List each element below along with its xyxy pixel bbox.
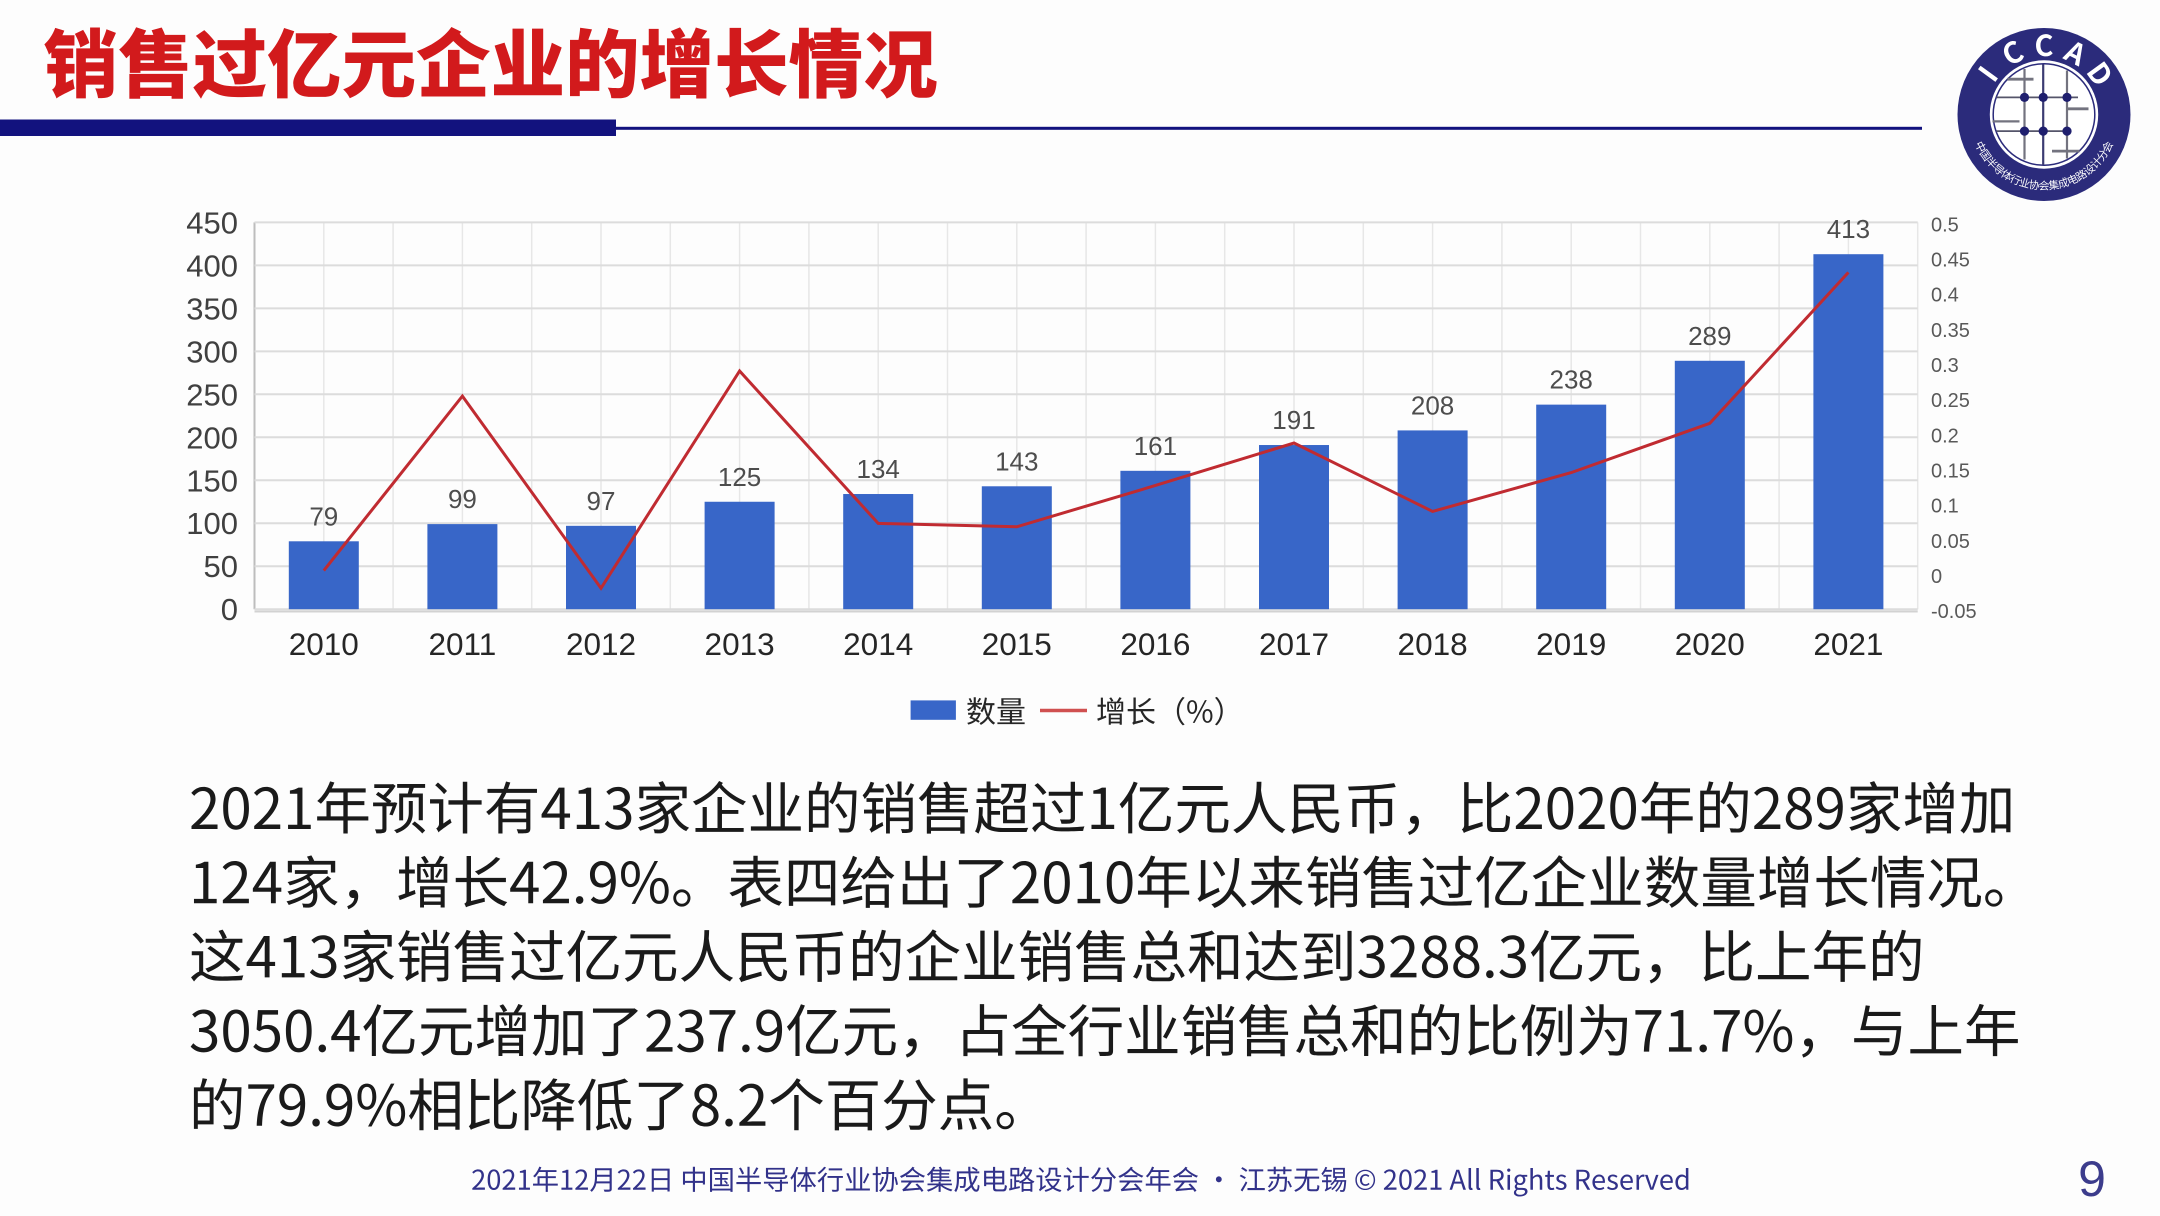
svg-text:2017: 2017 [1259,626,1329,662]
svg-text:450: 450 [186,205,238,240]
svg-text:238: 238 [1550,365,1593,395]
svg-text:0: 0 [221,592,238,627]
svg-text:208: 208 [1411,390,1454,420]
svg-text:125: 125 [718,462,761,492]
svg-text:0.35: 0.35 [1931,320,1970,342]
svg-text:100: 100 [186,506,238,541]
svg-text:2011: 2011 [429,626,497,662]
svg-text:2018: 2018 [1398,626,1468,662]
svg-text:134: 134 [857,454,900,484]
svg-text:200: 200 [186,420,238,455]
svg-text:0: 0 [1931,566,1942,588]
svg-text:2010: 2010 [289,626,359,662]
svg-text:413: 413 [1827,214,1870,244]
svg-text:289: 289 [1688,321,1731,351]
svg-text:50: 50 [204,549,238,584]
svg-text:0.45: 0.45 [1931,250,1970,272]
svg-text:400: 400 [186,248,238,283]
svg-text:2013: 2013 [705,626,775,662]
svg-text:0.5: 0.5 [1931,214,1959,236]
svg-text:97: 97 [587,486,616,516]
svg-text:161: 161 [1134,431,1177,461]
svg-text:99: 99 [448,484,477,514]
svg-text:0.05: 0.05 [1931,531,1970,553]
svg-text:2016: 2016 [1120,626,1190,662]
svg-text:350: 350 [186,291,238,326]
svg-text:79: 79 [309,501,338,531]
svg-text:2014: 2014 [843,626,913,662]
svg-text:2021: 2021 [1813,626,1883,662]
svg-text:143: 143 [995,446,1038,476]
svg-text:2019: 2019 [1536,626,1606,662]
svg-text:2015: 2015 [982,626,1052,662]
svg-text:-0.05: -0.05 [1931,601,1977,623]
svg-text:0.3: 0.3 [1931,355,1959,377]
svg-text:0.1: 0.1 [1931,496,1959,518]
svg-text:0.4: 0.4 [1931,285,1959,307]
svg-text:0.15: 0.15 [1931,461,1970,483]
svg-text:191: 191 [1272,405,1315,435]
svg-text:300: 300 [186,334,238,369]
svg-text:0.25: 0.25 [1931,390,1970,412]
svg-text:2020: 2020 [1675,626,1745,662]
svg-text:250: 250 [186,377,238,412]
svg-text:0.2: 0.2 [1931,425,1959,447]
svg-text:2012: 2012 [566,626,636,662]
svg-text:9: 9 [2078,1151,2106,1207]
svg-text:150: 150 [186,463,238,498]
